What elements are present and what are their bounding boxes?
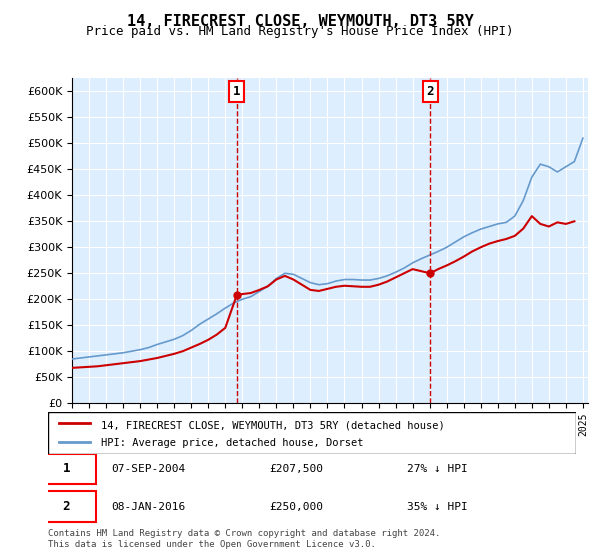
Text: 2: 2 (427, 85, 434, 98)
Text: 14, FIRECREST CLOSE, WEYMOUTH, DT3 5RY: 14, FIRECREST CLOSE, WEYMOUTH, DT3 5RY (127, 14, 473, 29)
Text: Contains HM Land Registry data © Crown copyright and database right 2024.
This d: Contains HM Land Registry data © Crown c… (48, 529, 440, 549)
Text: 1: 1 (63, 463, 70, 475)
Text: Price paid vs. HM Land Registry's House Price Index (HPI): Price paid vs. HM Land Registry's House … (86, 25, 514, 38)
Text: 27% ↓ HPI: 27% ↓ HPI (407, 464, 468, 474)
Text: 14, FIRECREST CLOSE, WEYMOUTH, DT3 5RY (detached house): 14, FIRECREST CLOSE, WEYMOUTH, DT3 5RY (… (101, 420, 445, 430)
Text: £207,500: £207,500 (270, 464, 324, 474)
Text: 1: 1 (233, 85, 241, 98)
Text: HPI: Average price, detached house, Dorset: HPI: Average price, detached house, Dors… (101, 438, 364, 448)
Text: £250,000: £250,000 (270, 502, 324, 512)
Text: 35% ↓ HPI: 35% ↓ HPI (407, 502, 468, 512)
FancyBboxPatch shape (37, 492, 95, 522)
FancyBboxPatch shape (48, 412, 576, 454)
Text: 2: 2 (63, 500, 70, 514)
Text: 07-SEP-2004: 07-SEP-2004 (112, 464, 185, 474)
FancyBboxPatch shape (37, 454, 95, 484)
Text: 08-JAN-2016: 08-JAN-2016 (112, 502, 185, 512)
